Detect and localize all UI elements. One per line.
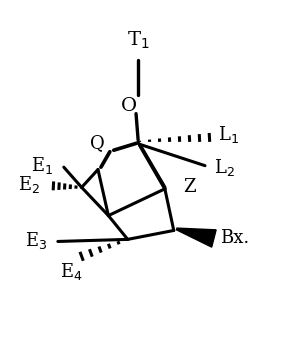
Text: T$_1$: T$_1$ bbox=[128, 29, 150, 51]
Text: E$_4$: E$_4$ bbox=[60, 261, 82, 282]
Text: E$_1$: E$_1$ bbox=[31, 155, 53, 176]
Text: E$_2$: E$_2$ bbox=[18, 175, 40, 196]
Text: L$_2$: L$_2$ bbox=[214, 157, 235, 178]
Text: Z: Z bbox=[183, 178, 195, 196]
Text: L$_1$: L$_1$ bbox=[218, 124, 239, 145]
Text: Bx.: Bx. bbox=[220, 229, 249, 247]
Polygon shape bbox=[176, 228, 216, 247]
Text: O: O bbox=[121, 97, 137, 115]
Text: Q: Q bbox=[90, 134, 105, 152]
Text: E$_3$: E$_3$ bbox=[25, 230, 47, 252]
